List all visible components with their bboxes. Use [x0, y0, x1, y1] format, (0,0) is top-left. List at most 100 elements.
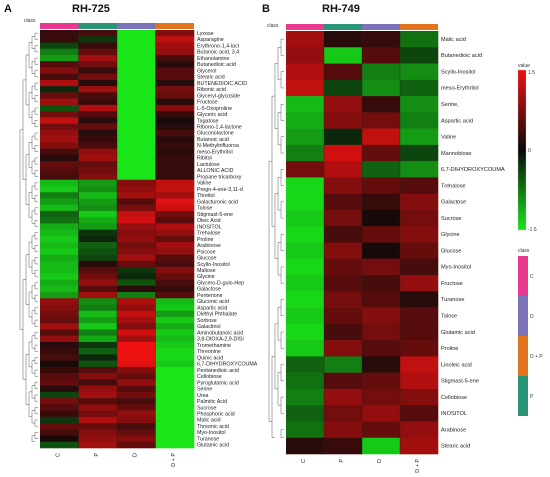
a-row-label: Talose	[197, 206, 212, 212]
a-cell	[117, 423, 156, 430]
a-row-label: Lyxose	[197, 31, 214, 37]
a-row-label: Diethyl Phthalate	[197, 312, 237, 318]
b-cell	[324, 209, 363, 227]
a-cell	[40, 242, 79, 249]
a-row-label: Glutamic acid	[197, 443, 229, 449]
a-cell	[40, 416, 79, 424]
a-cell	[117, 36, 156, 43]
a-cell	[155, 335, 195, 343]
b-cell	[400, 31, 439, 48]
b-cell	[324, 31, 363, 48]
a-cell	[117, 48, 156, 56]
a-cell	[155, 279, 195, 287]
a-cell	[117, 111, 156, 118]
a-cell	[78, 248, 118, 255]
a-cell	[155, 148, 195, 156]
a-cell	[117, 267, 156, 274]
b-cell	[400, 437, 439, 455]
a-cell	[155, 179, 195, 187]
a-cell	[155, 360, 195, 368]
a-cell	[78, 323, 118, 330]
class-label-dp: D + P	[530, 354, 543, 360]
a-row-label: Valine	[197, 181, 211, 187]
a-cell	[40, 48, 79, 56]
a-cell	[117, 398, 156, 405]
a-cell	[117, 179, 156, 187]
a-cell	[155, 254, 195, 262]
a-cell	[117, 30, 156, 37]
b-cell	[362, 226, 401, 243]
a-class-bar-3	[155, 23, 194, 29]
a-cell	[117, 173, 156, 181]
b-cell	[286, 209, 325, 227]
a-cell	[78, 279, 118, 287]
a-cell	[155, 341, 195, 349]
b-cell	[362, 258, 401, 276]
a-cell	[117, 167, 156, 174]
a-cell	[155, 185, 195, 193]
a-cell	[78, 354, 118, 361]
b-cell	[286, 144, 325, 162]
a-cell	[78, 298, 118, 305]
b-cell	[286, 372, 325, 390]
b-cell	[324, 291, 363, 308]
a-cell	[117, 260, 156, 268]
b-row-label: Mannobiose	[441, 151, 471, 157]
a-cell	[117, 348, 156, 355]
a-cell	[78, 104, 118, 112]
b-cell	[400, 405, 439, 422]
b-row-label: Aspartic acid	[441, 118, 473, 124]
a-cell	[155, 373, 195, 380]
a-row-label: Tagatose	[197, 118, 219, 124]
a-cell	[117, 79, 156, 87]
a-row-label: Tromethamine	[197, 343, 231, 349]
b-row-label: Arabinose	[441, 427, 466, 433]
value-legend-title: value	[518, 63, 530, 69]
a-cell	[78, 335, 118, 343]
a-cell	[155, 260, 195, 268]
b-cell	[286, 323, 325, 341]
b-row-label: INOSITOL	[441, 411, 467, 417]
a-cell	[40, 36, 79, 43]
a-cell	[155, 61, 195, 68]
a-row-label: Asparagine	[197, 37, 224, 43]
a-row-label: Pentanedioic acid	[197, 368, 239, 374]
a-col-label: D + P	[171, 453, 177, 467]
a-cell	[78, 73, 118, 81]
b-cell	[362, 79, 401, 97]
a-cell	[78, 410, 118, 418]
a-col-label: C	[55, 453, 61, 457]
a-cell	[78, 267, 118, 274]
b-cell	[324, 112, 363, 129]
a-cell	[155, 273, 195, 280]
b-cell	[324, 79, 363, 97]
a-cell	[117, 223, 156, 230]
a-row-label: Galacturonic acid	[197, 199, 238, 205]
a-row-label: BUTENEDIOIC ACID	[197, 81, 247, 87]
a-row-label: INOSITOL	[197, 224, 222, 230]
b-cell	[400, 258, 439, 276]
a-cell	[78, 229, 118, 237]
a-row-label: Palmitic Acid	[197, 399, 227, 405]
a-cell	[40, 285, 79, 293]
b-class-bar-1	[324, 24, 362, 30]
a-cell	[117, 154, 156, 162]
a-cell	[78, 48, 118, 56]
a-cell	[117, 292, 156, 299]
a-cell	[117, 416, 156, 424]
a-cell	[117, 73, 156, 81]
b-cell	[324, 405, 363, 422]
a-cell	[78, 242, 118, 249]
a-cell	[78, 179, 118, 187]
a-cell	[78, 304, 118, 312]
a-row-label: Threitol	[197, 193, 215, 199]
b-class-bar-0	[286, 24, 324, 30]
a-cell	[40, 279, 79, 287]
a-cell	[117, 335, 156, 343]
a-cell	[117, 273, 156, 280]
a-row-label: Glycine	[197, 274, 215, 280]
b-cell	[362, 388, 401, 406]
b-row-label: Galactose	[441, 200, 466, 206]
panel-a-class-label: class	[24, 18, 36, 24]
